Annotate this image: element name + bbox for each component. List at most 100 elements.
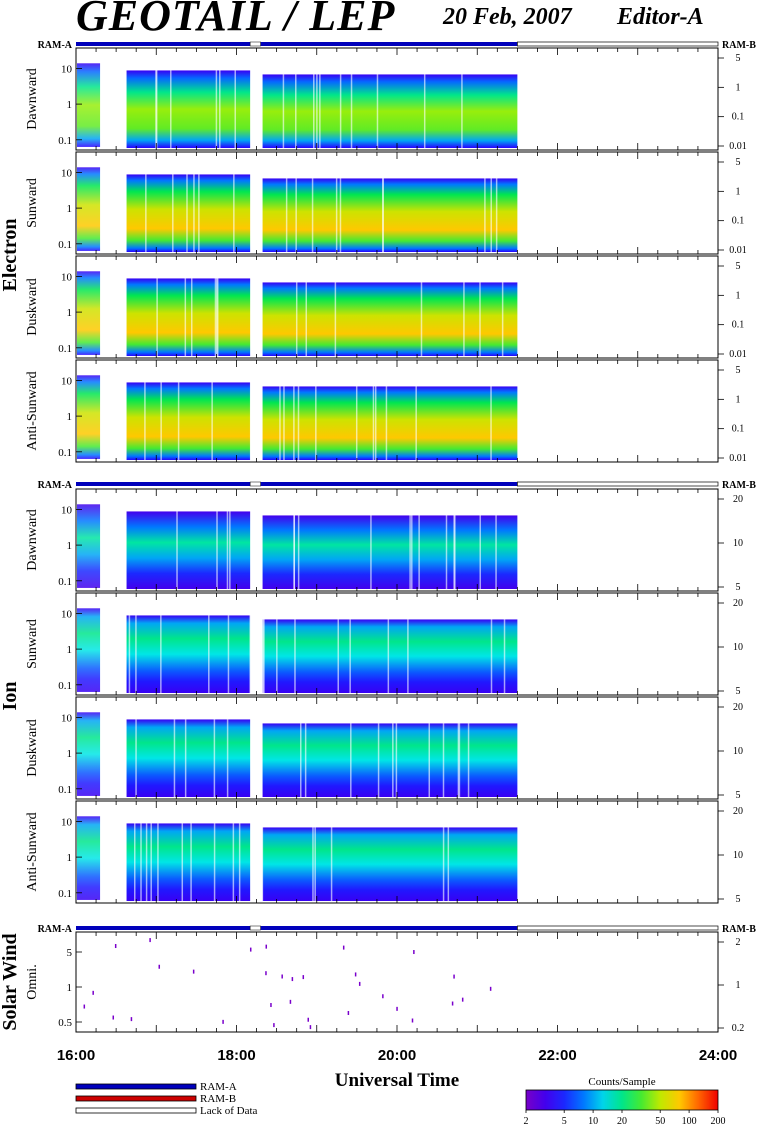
data-dropout (315, 362, 317, 460)
data-dropout (156, 258, 158, 356)
legend-label: RAM-A (200, 1081, 237, 1093)
panel-label: Anti-Sunward (25, 812, 40, 891)
solar-wind-count (83, 1004, 86, 1009)
x-tick-label: 22:00 (538, 1047, 576, 1064)
data-dropout (420, 258, 423, 356)
right-tick-label: 5 (736, 790, 741, 801)
data-dropout (285, 154, 288, 252)
colorbar-tick-label: 2 (524, 1116, 529, 1127)
solar-wind-count (265, 971, 267, 976)
spectrogram-block (77, 375, 101, 459)
spectrogram-block (262, 74, 518, 148)
right-tick-label: 20 (733, 702, 743, 713)
data-dropout (172, 154, 174, 252)
data-dropout (312, 803, 314, 901)
data-dropout (305, 258, 308, 356)
data-dropout (479, 491, 481, 589)
data-dropout (176, 491, 178, 589)
data-dropout (395, 699, 398, 797)
y-tick-label: 5 (67, 947, 73, 959)
solar-wind-count (354, 972, 357, 977)
ram-bar-no-data (517, 41, 719, 47)
solar-wind-count (249, 947, 252, 952)
group-label: Solar Wind (0, 933, 21, 1030)
ram-a-marker: RAM-A (38, 480, 73, 491)
data-dropout (229, 491, 231, 589)
solar-wind-count (347, 1010, 350, 1015)
right-tick-label: 1 (736, 82, 741, 93)
spectrogram-block (77, 504, 101, 588)
legend-label: Lack of Data (200, 1105, 258, 1117)
data-dropout (283, 362, 285, 460)
x-tick-label: 24:00 (699, 1047, 737, 1064)
ram-bar (76, 42, 518, 46)
solar-wind-count (130, 1017, 133, 1022)
colorbar-tick-label: 100 (682, 1116, 697, 1127)
data-dropout (216, 258, 218, 356)
spectrogram-block (126, 278, 251, 356)
y-tick-label: 0.1 (58, 576, 72, 588)
data-dropout (226, 491, 229, 589)
data-dropout (385, 362, 388, 460)
data-dropout (181, 803, 184, 901)
right-tick-label: 1 (736, 980, 741, 991)
data-dropout (454, 491, 456, 589)
data-dropout (184, 699, 187, 797)
data-dropout (238, 803, 241, 901)
data-dropout (467, 699, 470, 797)
data-dropout (418, 491, 420, 589)
colorbar-tick-label: 200 (711, 1116, 726, 1127)
data-dropout (276, 595, 278, 693)
ram-b-marker: RAM-B (722, 480, 756, 491)
spectrogram-block (126, 615, 251, 693)
right-tick-label: 5 (736, 53, 741, 64)
colorbar-title: Counts/Sample (588, 1076, 655, 1088)
right-tick-label: 0.2 (732, 1023, 745, 1034)
right-tick-label: 0.01 (729, 245, 747, 256)
data-dropout (479, 258, 481, 356)
chart-date: 20 Feb, 2007 (443, 4, 572, 30)
data-dropout (213, 803, 216, 901)
solar-wind-count (92, 990, 94, 995)
spectrogram-block (262, 619, 518, 693)
solar-wind-count (291, 977, 294, 982)
data-dropout (335, 154, 338, 252)
spectrogram-block (126, 70, 251, 148)
spectrogram-block (262, 282, 518, 356)
y-tick-label: 0.5 (58, 1017, 72, 1029)
colorbar-tick-label: 5 (562, 1116, 567, 1127)
panel-label: Duskward (25, 719, 40, 777)
data-dropout (339, 154, 342, 252)
x-tick-label: 20:00 (378, 1047, 416, 1064)
data-dropout (190, 258, 193, 356)
chart-title: GEOTAIL / LEP (76, 0, 396, 40)
data-dropout (226, 699, 229, 797)
data-dropout (190, 803, 192, 901)
data-dropout (490, 154, 492, 252)
data-dropout (293, 362, 295, 460)
data-dropout (411, 491, 413, 589)
data-dropout (316, 50, 318, 148)
y-tick-label: 10 (61, 167, 73, 179)
data-dropout (330, 803, 333, 901)
spectrogram-block (77, 167, 101, 251)
group-label: Ion (0, 682, 21, 711)
y-tick-label: 0.1 (58, 888, 72, 900)
data-dropout (263, 595, 265, 693)
right-tick-label: 20 (733, 494, 743, 505)
y-tick-label: 0.1 (58, 784, 72, 796)
data-dropout (134, 803, 136, 901)
right-tick-label: 5 (736, 894, 741, 905)
panel-label: Omni. (25, 964, 40, 999)
solar-wind-count (273, 1023, 275, 1028)
data-dropout (387, 595, 390, 693)
panel-label: Sunward (25, 178, 40, 228)
y-tick-label: 10 (61, 504, 73, 516)
data-dropout (160, 595, 162, 693)
data-dropout (407, 595, 409, 693)
spectrogram-block (126, 719, 251, 797)
ram-bar-gap (249, 925, 261, 931)
data-dropout (311, 154, 314, 252)
spectrogram-block (126, 174, 251, 252)
